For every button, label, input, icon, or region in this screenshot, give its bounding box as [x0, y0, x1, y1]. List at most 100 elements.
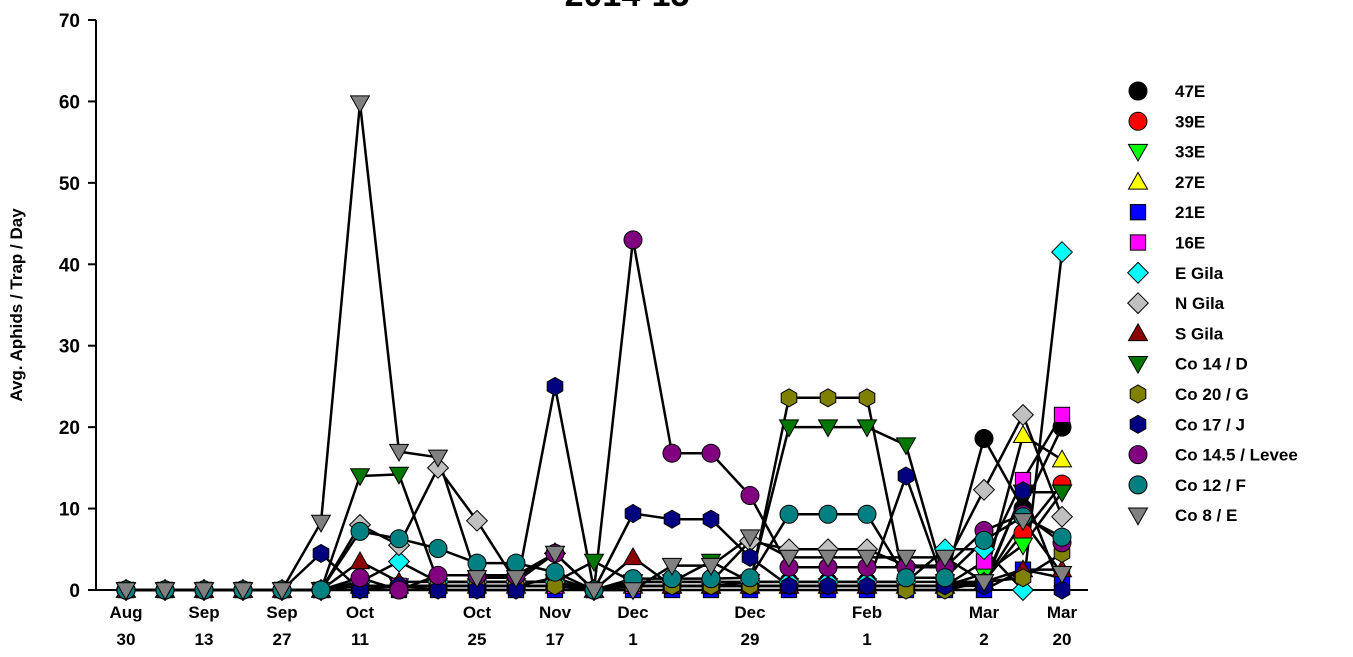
data-point [1051, 566, 1073, 585]
data-point [857, 504, 877, 524]
data-point [232, 582, 254, 601]
data-point [467, 553, 487, 573]
data-point [545, 562, 565, 582]
data-point [1053, 406, 1071, 424]
data-point [779, 504, 799, 524]
x-tick-label: Mar [969, 603, 1000, 622]
y-tick-label: 30 [59, 337, 80, 358]
x-tick-label: Aug [109, 603, 142, 622]
x-tick-label: 11 [351, 630, 369, 649]
series-markers [114, 95, 1074, 602]
data-point [972, 478, 996, 501]
data-point [388, 466, 410, 485]
data-point [741, 547, 759, 567]
data-point [350, 521, 370, 541]
legend-label: 39E [1175, 112, 1205, 131]
data-point [505, 570, 527, 589]
series-line [126, 513, 1063, 592]
legend-label: 33E [1175, 143, 1205, 162]
data-point [817, 549, 839, 568]
data-point [1014, 568, 1032, 588]
data-point [428, 538, 448, 558]
series-line [126, 238, 1063, 592]
y-tick-label: 0 [69, 581, 80, 602]
data-point [622, 582, 644, 601]
y-tick-label: 70 [59, 11, 80, 32]
legend-label: Co 8 / E [1175, 506, 1237, 525]
data-point [546, 576, 564, 596]
data-point [1012, 537, 1034, 556]
data-point [1052, 527, 1072, 547]
data-point [465, 509, 489, 532]
legend-marker [1129, 414, 1147, 434]
data-point [546, 376, 564, 396]
data-point [934, 549, 956, 568]
x-tick-label: 13 [195, 630, 214, 649]
x-tick-label: Dec [617, 603, 648, 622]
legend-label: Co 20 / G [1175, 385, 1249, 404]
series-lines [126, 101, 1064, 592]
data-point [858, 576, 876, 596]
legend-marker [1129, 204, 1147, 221]
data-point [974, 429, 994, 449]
data-point [1051, 484, 1073, 503]
data-point [778, 419, 800, 438]
data-point [623, 230, 643, 250]
y-axis-label: Avg. Aphids / Trap / Day [7, 208, 26, 402]
data-point [973, 574, 995, 593]
data-point [426, 456, 450, 479]
data-point [349, 550, 371, 570]
legend-label: 16E [1175, 234, 1205, 253]
data-point [154, 582, 176, 601]
data-point [818, 504, 838, 524]
series-line [126, 251, 1064, 592]
data-point [349, 468, 371, 487]
data-point [663, 509, 681, 529]
data-point [662, 443, 682, 463]
data-point [1014, 481, 1032, 501]
legend-label: Co 14 / D [1175, 355, 1248, 374]
x-tick-label: 1 [628, 630, 637, 649]
data-point [740, 486, 760, 506]
data-point [701, 443, 721, 463]
legend-marker [1129, 234, 1147, 251]
x-tick-label: 29 [741, 630, 760, 649]
data-point [1011, 403, 1035, 427]
x-tick-label: 20 [1053, 630, 1072, 649]
legend-label: Co 12 / F [1175, 476, 1246, 495]
legend-marker [1128, 111, 1148, 131]
series-line [126, 491, 1064, 592]
data-point [349, 95, 371, 114]
data-point [661, 557, 683, 577]
data-point [819, 576, 837, 596]
y-tick-label: 60 [59, 92, 80, 113]
data-point [115, 582, 137, 601]
data-point [1050, 240, 1074, 264]
data-point [895, 437, 917, 456]
data-point [1012, 424, 1034, 443]
data-point [856, 419, 878, 438]
data-point [700, 557, 722, 577]
data-point [468, 580, 486, 600]
data-point [388, 443, 410, 463]
data-point [740, 568, 760, 588]
legend-marker [1127, 507, 1149, 526]
data-point [702, 509, 720, 529]
data-point [429, 580, 447, 600]
data-point [624, 503, 642, 524]
x-tick-label: Sep [266, 603, 297, 622]
x-tick-label: Dec [734, 603, 765, 622]
y-tick-label: 50 [59, 174, 80, 195]
x-tick-label: 1 [862, 630, 871, 649]
data-point [350, 568, 370, 588]
y-tick-label: 10 [59, 500, 80, 521]
legend-marker [1128, 475, 1148, 495]
legend-label: S Gila [1175, 324, 1224, 343]
x-tick-label: 27 [273, 630, 292, 649]
x-tick-label: Nov [539, 603, 572, 622]
legend-marker [1127, 143, 1149, 163]
data-point [583, 553, 605, 573]
x-tick-label: 17 [546, 630, 565, 649]
data-point [780, 576, 798, 596]
